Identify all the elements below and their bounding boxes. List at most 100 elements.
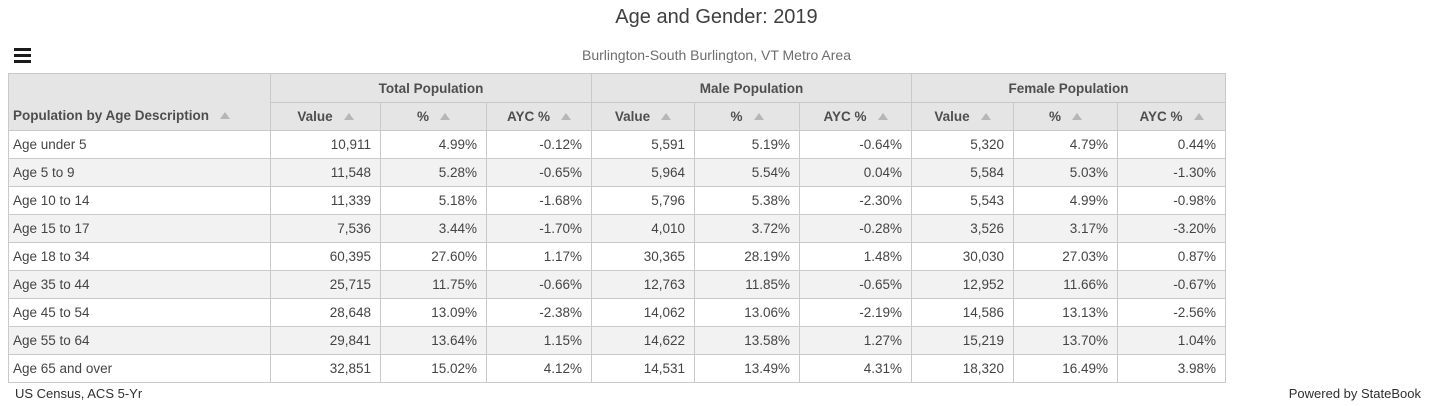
row-dimension-label: Population by Age Description bbox=[13, 108, 210, 123]
cell: 1.48% bbox=[799, 242, 912, 271]
cell: 60,395 bbox=[270, 242, 381, 271]
cell: 13.09% bbox=[380, 298, 487, 327]
table-row: Age 18 to 34 60,395 27.60% 1.17% 30,365 28.19… bbox=[8, 242, 1226, 271]
cell: -0.28% bbox=[799, 214, 912, 243]
cell: 3.17% bbox=[1013, 214, 1118, 243]
hamburger-menu-icon[interactable] bbox=[14, 48, 31, 63]
cell: 4.31% bbox=[799, 354, 912, 383]
cell: -1.68% bbox=[486, 186, 592, 215]
cell: 12,952 bbox=[911, 270, 1014, 299]
row-label: Age 55 to 64 bbox=[8, 326, 271, 355]
column-header-label: AYC % bbox=[823, 109, 867, 124]
column-header-female-pct[interactable]: % bbox=[1013, 102, 1118, 131]
column-header-label: AYC % bbox=[506, 109, 551, 124]
cell: 12,763 bbox=[591, 270, 695, 299]
cell: -2.38% bbox=[486, 298, 592, 327]
sub-header-row: Value % AYC % Value % AYC % Value % AYC … bbox=[9, 102, 1226, 131]
column-group-total: Total Population bbox=[270, 73, 592, 103]
cell: 29,841 bbox=[270, 326, 381, 355]
cell: 13.49% bbox=[694, 354, 800, 383]
cell: 5.18% bbox=[380, 186, 487, 215]
cell: 3.44% bbox=[380, 214, 487, 243]
cell: 5.19% bbox=[694, 130, 800, 159]
cell: 3,526 bbox=[911, 214, 1014, 243]
row-label: Age 65 and over bbox=[8, 354, 271, 383]
sort-asc-icon bbox=[440, 113, 450, 120]
cell: 1.04% bbox=[1117, 326, 1226, 355]
column-header-total-value[interactable]: Value bbox=[270, 102, 381, 131]
page-subtitle: Burlington-South Burlington, VT Metro Ar… bbox=[581, 47, 851, 63]
table-row: Age 15 to 17 7,536 3.44% -1.70% 4,010 3.72% -0… bbox=[8, 214, 1226, 243]
cell: 27.03% bbox=[1013, 242, 1118, 271]
row-label: Age 18 to 34 bbox=[8, 242, 271, 271]
powered-by-link[interactable]: Powered by StateBook bbox=[1288, 386, 1421, 401]
column-header-male-value[interactable]: Value bbox=[591, 102, 695, 131]
column-header-label: Value bbox=[614, 109, 651, 124]
cell: 11,339 bbox=[270, 186, 381, 215]
cell: -0.98% bbox=[1117, 186, 1226, 215]
cell: 5,543 bbox=[911, 186, 1014, 215]
cell: 1.27% bbox=[799, 326, 912, 355]
column-header-female-value[interactable]: Value bbox=[911, 102, 1014, 131]
cell: -2.30% bbox=[799, 186, 912, 215]
cell: 15,219 bbox=[911, 326, 1014, 355]
cell: 14,622 bbox=[591, 326, 695, 355]
column-header-total-ayc[interactable]: AYC % bbox=[486, 102, 592, 131]
cell: 30,365 bbox=[591, 242, 695, 271]
hamburger-bar bbox=[14, 48, 31, 51]
cell: 0.04% bbox=[799, 158, 912, 187]
data-table: Population by Age Description Total Popu… bbox=[8, 73, 1226, 383]
cell: 28,648 bbox=[270, 298, 381, 327]
row-label: Age 10 to 14 bbox=[8, 186, 271, 215]
cell: -3.20% bbox=[1117, 214, 1226, 243]
cell: 11.85% bbox=[694, 270, 800, 299]
cell: 4.12% bbox=[486, 354, 592, 383]
table-row: Age 45 to 54 28,648 13.09% -2.38% 14,062 13.0… bbox=[8, 298, 1226, 327]
cell: 4.99% bbox=[1013, 186, 1118, 215]
table-row: Age 35 to 44 25,715 11.75% -0.66% 12,763 11.8… bbox=[8, 270, 1226, 299]
group-header-row: Population by Age Description Total Popu… bbox=[8, 73, 1226, 131]
table-row: Age 65 and over 32,851 15.02% 4.12% 14,531 13… bbox=[8, 354, 1226, 383]
cell: -1.70% bbox=[486, 214, 592, 243]
cell: -0.65% bbox=[799, 270, 912, 299]
cell: 5.03% bbox=[1013, 158, 1118, 187]
sort-asc-icon bbox=[661, 113, 672, 120]
cell: 5.38% bbox=[694, 186, 800, 215]
cell: 25,715 bbox=[270, 270, 381, 299]
column-header-male-ayc[interactable]: AYC % bbox=[799, 102, 912, 131]
cell: 1.17% bbox=[486, 242, 592, 271]
cell: 5.54% bbox=[694, 158, 800, 187]
cell: 4.99% bbox=[380, 130, 487, 159]
cell: 15.02% bbox=[380, 354, 487, 383]
cell: 14,531 bbox=[591, 354, 695, 383]
column-header-label: Value bbox=[934, 109, 970, 124]
page-title: Age and Gender: 2019 bbox=[615, 6, 818, 28]
hamburger-bar bbox=[14, 60, 31, 63]
table-body: Age under 5 10,911 4.99% -0.12% 5,591 5.19% -0… bbox=[8, 130, 1226, 383]
column-header-female-ayc[interactable]: AYC % bbox=[1117, 102, 1226, 131]
cell: -0.67% bbox=[1117, 270, 1226, 299]
sort-asc-icon bbox=[753, 113, 764, 120]
sort-asc-icon bbox=[1072, 113, 1082, 120]
cell: -2.56% bbox=[1117, 298, 1226, 327]
cell: 1.15% bbox=[486, 326, 592, 355]
row-label: Age 35 to 44 bbox=[8, 270, 271, 299]
row-dimension-header[interactable]: Population by Age Description bbox=[8, 73, 271, 131]
cell: 5,320 bbox=[911, 130, 1014, 159]
cell: 5,964 bbox=[591, 158, 695, 187]
column-header-male-pct[interactable]: % bbox=[694, 102, 800, 131]
row-label: Age under 5 bbox=[8, 130, 271, 159]
sort-asc-icon bbox=[220, 112, 231, 119]
cell: 0.87% bbox=[1117, 242, 1226, 271]
cell: -0.12% bbox=[486, 130, 592, 159]
cell: 13.70% bbox=[1013, 326, 1118, 355]
cell: 16.49% bbox=[1013, 354, 1118, 383]
data-source-label: US Census, ACS 5-Yr bbox=[15, 386, 143, 401]
cell: -0.65% bbox=[486, 158, 592, 187]
column-header-total-pct[interactable]: % bbox=[380, 102, 487, 131]
sort-asc-icon bbox=[980, 113, 991, 120]
cell: -0.66% bbox=[486, 270, 592, 299]
table-header: Population by Age Description Total Popu… bbox=[8, 73, 1226, 131]
sort-asc-icon bbox=[1193, 113, 1204, 120]
